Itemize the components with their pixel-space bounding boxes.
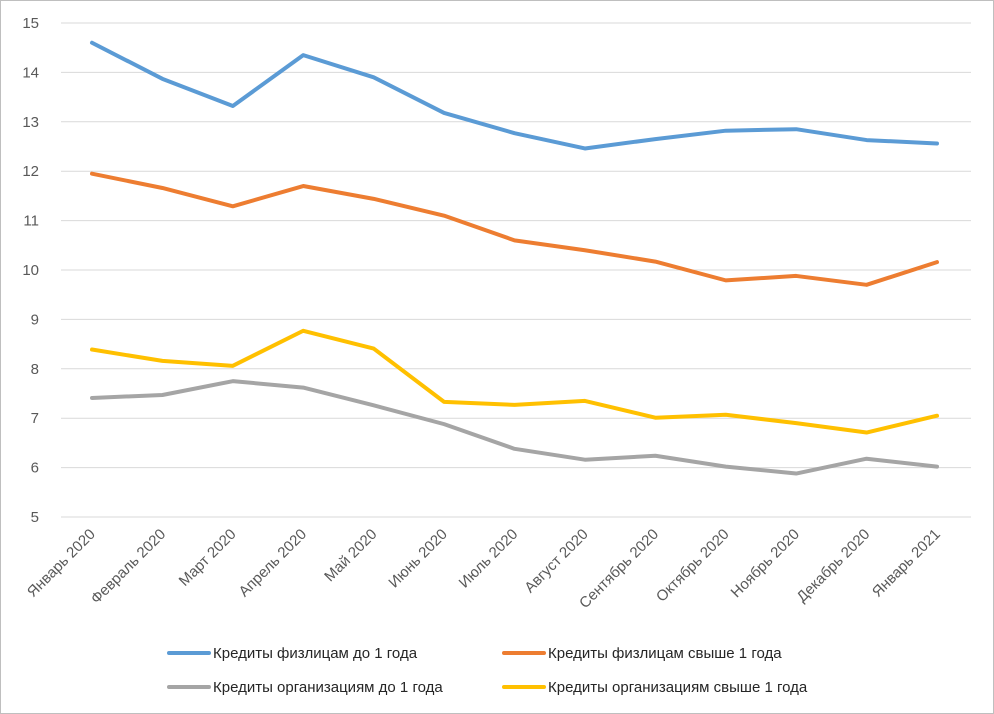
x-tick-label: Октябрь 2020 <box>653 526 733 606</box>
series-line-3 <box>90 379 939 476</box>
x-tick-label: Июль 2020 <box>456 526 522 592</box>
x-tick-label: Июнь 2020 <box>385 526 451 592</box>
y-tick-label: 5 <box>31 509 39 526</box>
x-tick-label: Май 2020 <box>321 526 380 585</box>
x-tick-label: Январь 2020 <box>24 526 99 601</box>
y-tick-label: 15 <box>22 15 39 32</box>
y-axis-ticks: 5 6 7 8 9 10 11 12 13 14 15 <box>22 15 39 526</box>
y-tick-label: 8 <box>31 361 39 378</box>
legend-label-4: Кредиты организациям свыше 1 года <box>548 679 808 696</box>
legend-label-1: Кредиты физлицам до 1 года <box>213 645 418 662</box>
y-tick-label: 9 <box>31 311 39 328</box>
series-line-4 <box>90 328 939 435</box>
y-tick-label: 6 <box>31 460 39 477</box>
y-tick-label: 7 <box>31 410 39 427</box>
y-tick-label: 12 <box>22 163 39 180</box>
series-line-2 <box>90 171 939 287</box>
y-tick-label: 11 <box>23 213 39 230</box>
y-tick-label: 13 <box>22 114 39 131</box>
x-tick-label: Январь 2021 <box>869 526 944 601</box>
x-tick-label: Август 2020 <box>521 526 591 596</box>
y-tick-label: 14 <box>22 64 39 81</box>
series-line-1 <box>90 40 939 151</box>
series-lines <box>90 40 939 476</box>
legend: Кредиты физлицам до 1 года Кредиты физлиц… <box>167 645 808 696</box>
legend-label-3: Кредиты организациям до 1 года <box>213 679 443 696</box>
x-tick-label: Апрель 2020 <box>236 526 311 601</box>
legend-label-2: Кредиты физлицам свыше 1 года <box>548 645 782 662</box>
x-tick-label: Декабрь 2020 <box>793 526 873 606</box>
y-tick-label: 10 <box>22 262 39 279</box>
x-tick-label: Март 2020 <box>176 526 240 590</box>
x-tick-label: Февраль 2020 <box>88 526 170 608</box>
x-tick-label: Ноябрь 2020 <box>728 526 803 601</box>
gridlines <box>61 22 971 518</box>
